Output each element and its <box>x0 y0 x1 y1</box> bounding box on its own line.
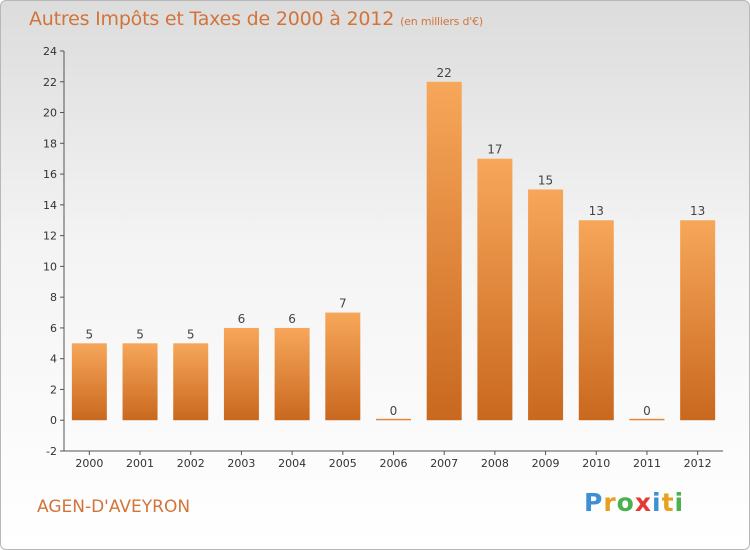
bar-2001 <box>122 343 158 421</box>
bar-2000 <box>71 343 107 421</box>
data-label-2012: 13 <box>690 204 705 218</box>
logo-letter: i <box>652 488 662 517</box>
logo-letter: o <box>616 488 635 517</box>
y-tick-label: 22 <box>43 76 57 89</box>
y-tick-label: 10 <box>43 260 57 273</box>
data-label-2011: 0 <box>643 404 651 418</box>
x-tick-label-2009: 2009 <box>532 457 560 470</box>
bar-2007 <box>426 81 462 421</box>
x-tick-label-2006: 2006 <box>380 457 408 470</box>
bar-2004 <box>274 327 310 421</box>
chart-subtitle: (en milliers d'€) <box>400 15 483 28</box>
y-tick-label: 20 <box>43 107 57 120</box>
logo-letter: x <box>634 488 652 517</box>
logo-letter: i <box>674 488 685 517</box>
data-label-2004: 6 <box>288 312 296 326</box>
x-tick-label-2005: 2005 <box>329 457 357 470</box>
logo-letter: P <box>584 488 604 517</box>
bar-2012 <box>680 220 716 421</box>
x-tick-label-2010: 2010 <box>582 457 610 470</box>
y-tick-label: 14 <box>43 199 57 212</box>
bar-2003 <box>223 327 259 421</box>
y-tick-label: 2 <box>50 383 57 396</box>
y-tick-label: 0 <box>50 414 57 427</box>
data-label-2001: 5 <box>136 327 144 341</box>
x-tick-label-2001: 2001 <box>126 457 154 470</box>
bar-2002 <box>173 343 209 421</box>
x-tick-label-2004: 2004 <box>278 457 306 470</box>
y-tick-label: -2 <box>46 445 57 458</box>
chart-bars <box>71 81 716 421</box>
chart-title-text: Autres Impôts et Taxes de 2000 à 2012 <box>29 8 395 30</box>
bar-2008 <box>477 158 513 421</box>
data-label-2009: 15 <box>538 173 553 187</box>
data-label-2000: 5 <box>86 327 94 341</box>
bar-2009 <box>528 189 564 421</box>
data-label-2008: 17 <box>487 143 502 157</box>
proxiti-logo: Proxiti <box>584 488 684 517</box>
bar-2005 <box>325 312 361 421</box>
data-label-2010: 13 <box>589 204 604 218</box>
y-tick-label: 24 <box>43 45 57 58</box>
bar-2006 <box>376 418 411 421</box>
y-tick-label: 18 <box>43 137 57 150</box>
x-tick-label-2012: 2012 <box>684 457 712 470</box>
chart-data-labels: 5 5 5 6 6 7 0 22 17 15 13 0 13 <box>86 66 706 418</box>
chart-title: Autres Impôts et Taxes de 2000 à 2012 (en… <box>29 8 483 30</box>
logo-letter: t <box>661 488 675 517</box>
x-tick-label-2002: 2002 <box>177 457 205 470</box>
location-name: AGEN-D'AVEYRON <box>37 497 191 517</box>
data-label-2007: 22 <box>437 66 452 80</box>
bar-2011 <box>629 418 665 421</box>
data-label-2003: 6 <box>238 312 246 326</box>
data-label-2002: 5 <box>187 327 195 341</box>
y-tick-label: 16 <box>43 168 57 181</box>
x-tick-label-2003: 2003 <box>227 457 255 470</box>
y-tick-label: 6 <box>50 322 57 335</box>
data-label-2005: 7 <box>339 297 347 311</box>
x-tick-label-2000: 2000 <box>75 457 103 470</box>
x-tick-label-2007: 2007 <box>430 457 458 470</box>
data-label-2006: 0 <box>390 404 398 418</box>
y-tick-label: 12 <box>43 230 57 243</box>
bar-2010 <box>578 220 614 421</box>
x-tick-label-2011: 2011 <box>633 457 661 470</box>
x-tick-label-2008: 2008 <box>481 457 509 470</box>
y-tick-label: 4 <box>50 353 57 366</box>
y-tick-label: 8 <box>50 291 57 304</box>
logo-letter: r <box>603 488 617 517</box>
